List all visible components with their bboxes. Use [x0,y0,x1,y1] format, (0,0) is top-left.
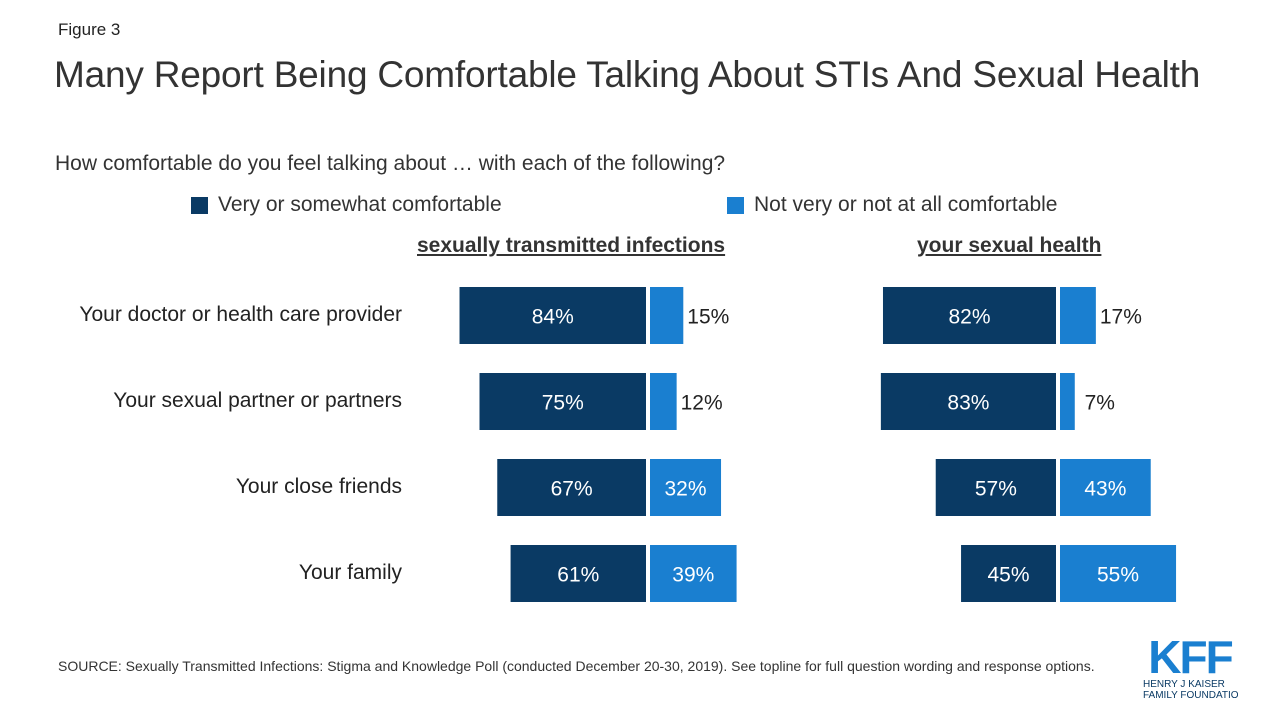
kff-logo-mark: KFF HENRY J KAISER FAMILY FOUNDATION [1143,631,1246,701]
bar-not-comfortable [1060,373,1075,430]
data-label-comfortable: 75% [542,392,584,415]
kff-logo: KFF HENRY J KAISER FAMILY FOUNDATION [1143,631,1246,701]
bar-comfortable [497,459,646,516]
bar-comfortable [882,287,1056,344]
logo-text: KFF [1148,635,1232,683]
panel-title-sexual-health: your sexual health [917,234,1102,257]
data-label-not-comfortable: 7% [1085,392,1115,415]
data-label-comfortable: 45% [988,564,1030,587]
bar-not-comfortable [650,373,677,430]
data-label-not-comfortable: 43% [1084,478,1126,501]
bar-not-comfortable [1060,545,1177,602]
data-label-comfortable: 82% [948,306,990,329]
data-label-not-comfortable: 17% [1100,306,1142,329]
bar-not-comfortable [650,459,722,516]
data-label-comfortable: 83% [947,392,989,415]
legend-label-comfortable: Very or somewhat comfortable [218,193,502,216]
bar-comfortable [880,373,1056,430]
data-label-not-comfortable: 15% [687,306,729,329]
legend-item-not-comfortable: Not very or not at all comfortable [727,192,1057,218]
data-label-not-comfortable: 39% [672,564,714,587]
data-label-comfortable: 57% [975,478,1017,501]
bar-comfortable [961,545,1056,602]
bar-comfortable [935,459,1056,516]
bar-not-comfortable [1060,459,1151,516]
legend-swatch-not-comfortable [727,196,744,214]
data-label-comfortable: 84% [532,306,574,329]
data-label-not-comfortable: 55% [1097,564,1139,587]
data-label-not-comfortable: 12% [681,392,723,415]
bar-not-comfortable [650,545,737,602]
legend-label-not-comfortable: Not very or not at all comfortable [754,193,1058,216]
source-note: SOURCE: Sexually Transmitted Infections:… [58,658,1095,674]
legend-item-comfortable: Very or somewhat comfortable [191,192,502,218]
logo-line-1: HENRY J KAISER [1143,679,1225,690]
data-label-not-comfortable: 32% [665,478,707,501]
chart-title: Many Report Being Comfortable Talking Ab… [54,54,1201,95]
data-label-comfortable: 61% [557,564,599,587]
figure-label: Figure 3 [58,20,121,39]
bar-not-comfortable [1060,287,1096,344]
row-label-family: Your family [298,561,402,584]
logo-line-2: FAMILY FOUNDATION [1143,690,1238,701]
bar-not-comfortable [650,287,684,344]
data-label-comfortable: 67% [551,478,593,501]
row-label-partner: Your sexual partner or partners [113,389,402,412]
row-label-doctor: Your doctor or health care provider [79,303,402,326]
chart-subtitle: How comfortable do you feel talking abou… [55,152,726,175]
bar-comfortable [510,545,646,602]
legend-swatch-comfortable [191,196,208,214]
bar-comfortable [479,373,646,430]
bar-comfortable [459,287,646,344]
row-label-friends: Your close friends [235,475,402,498]
panel-title-sti: sexually transmitted infections [417,234,726,257]
